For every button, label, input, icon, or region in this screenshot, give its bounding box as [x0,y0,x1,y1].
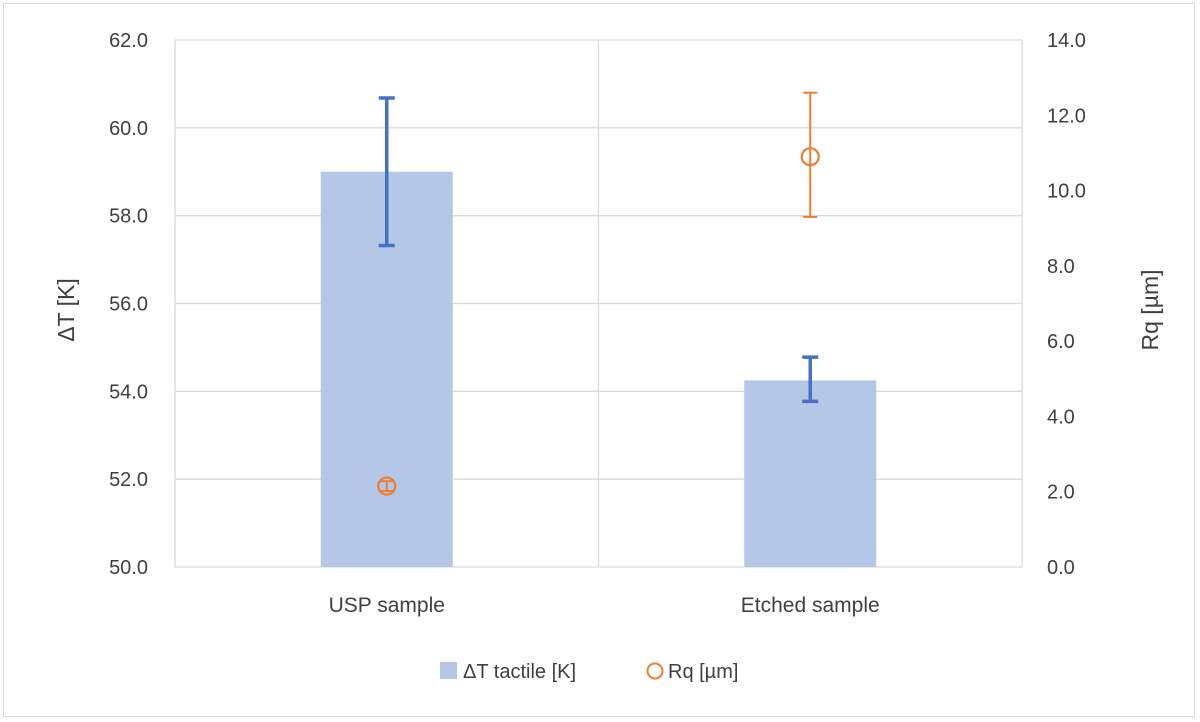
left-tick-label: 56.0 [109,294,148,316]
right-tick-label: 6.0 [1047,331,1075,353]
left-tick-label: 60.0 [109,118,148,140]
left-tick-label: 54.0 [109,381,148,403]
legend: ΔT tactile [K] Rq [µm] [440,661,738,683]
chart-frame [3,3,1195,717]
right-axis-ticks: 0.0 2.0 4.0 6.0 8.0 10.0 12.0 14.0 [1047,30,1086,579]
left-tick-label: 62.0 [109,30,148,52]
legend-label-marker: Rq [µm] [668,661,738,683]
category-label: Etched sample [741,594,880,617]
right-tick-label: 12.0 [1047,105,1086,127]
right-tick-label: 10.0 [1047,181,1086,203]
left-tick-label: 50.0 [109,557,148,579]
marker-series [377,91,820,496]
right-tick-label: 14.0 [1047,30,1086,52]
right-tick-label: 4.0 [1047,406,1075,428]
y-axis-left-title: ΔT [K] [53,278,79,342]
right-tick-label: 8.0 [1047,256,1075,278]
bar-series [320,96,877,567]
left-tick-label: 52.0 [109,469,148,491]
right-tick-label: 2.0 [1047,482,1075,504]
bar [744,380,877,567]
left-axis-ticks: 50.0 52.0 54.0 56.0 58.0 60.0 62.0 [109,30,148,579]
legend-label-bar: ΔT tactile [K] [463,661,576,683]
gridlines [174,39,1023,568]
category-labels: USP sample Etched sample [329,594,880,617]
marker-point [377,476,397,496]
y-axis-right-title: Rq [µm] [1137,270,1163,351]
legend-swatch-marker [646,662,664,680]
left-tick-label: 58.0 [109,206,148,228]
category-label: USP sample [329,594,445,617]
marker-point [800,147,820,167]
legend-swatch-bar [440,662,457,679]
right-tick-label: 0.0 [1047,557,1075,579]
